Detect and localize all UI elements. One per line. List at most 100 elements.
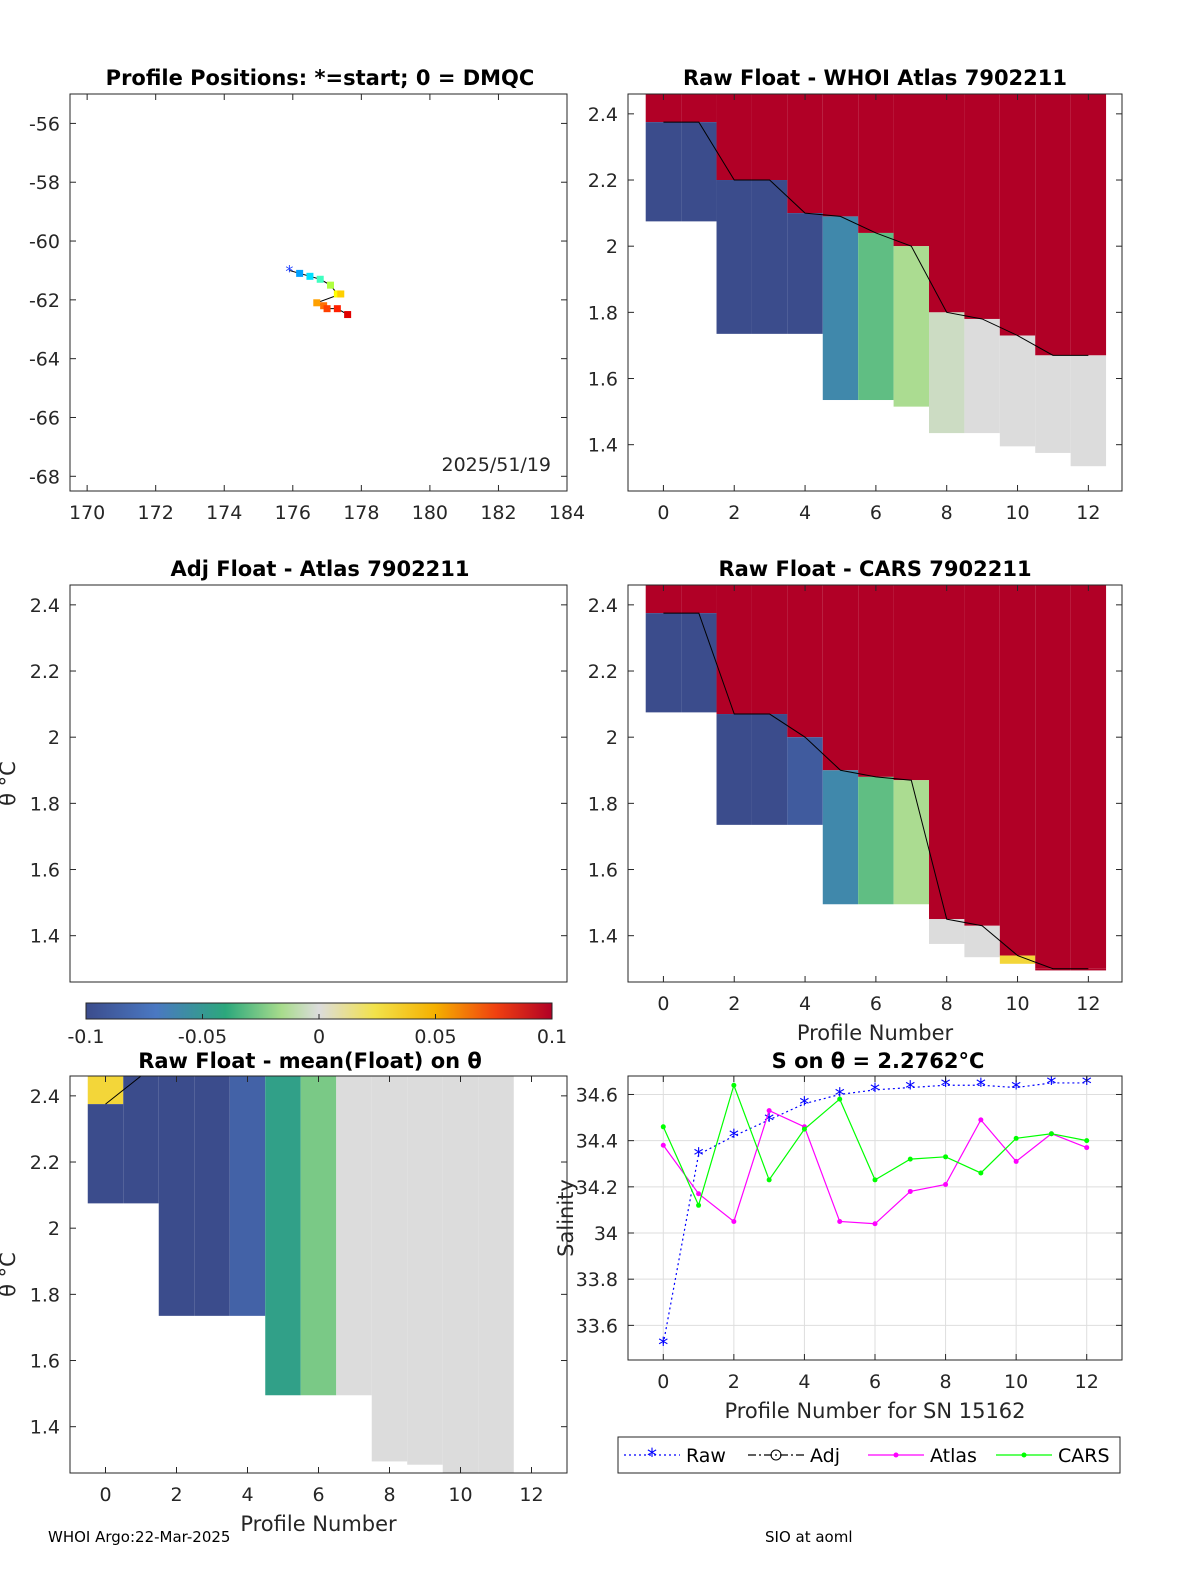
heatmap-cell bbox=[1035, 968, 1071, 971]
y-tick-label: 2.4 bbox=[30, 595, 60, 617]
heatmap-cell bbox=[158, 1076, 195, 1316]
heatmap-cell bbox=[407, 1076, 443, 1465]
x-tick-label: 12 bbox=[519, 1484, 543, 1506]
heatmap-cell bbox=[336, 1076, 372, 1396]
y-tick-label: 34 bbox=[594, 1223, 618, 1245]
x-tick-label: 0 bbox=[657, 1371, 669, 1393]
heatmap-cell bbox=[751, 714, 788, 825]
colorbar-tick-label: 0.05 bbox=[414, 1026, 456, 1048]
y-tick-label: -62 bbox=[29, 290, 60, 312]
colorbar-tick-label: -0.1 bbox=[67, 1026, 104, 1048]
heatmap-cell bbox=[229, 1076, 266, 1316]
y-tick-label: 1.6 bbox=[588, 369, 618, 391]
heatmap-cell bbox=[929, 94, 965, 313]
y-tick-label: 2.2 bbox=[588, 661, 618, 683]
x-tick-label: 6 bbox=[869, 1371, 881, 1393]
data-point-cars bbox=[872, 1177, 878, 1183]
x-tick-label: 2 bbox=[728, 1371, 740, 1393]
data-point-raw: * bbox=[764, 1109, 774, 1133]
chart-title-positions: Profile Positions: *=start; 0 = DMQC bbox=[106, 66, 535, 90]
heatmap-cell bbox=[893, 246, 930, 407]
x-tick-label: 2 bbox=[170, 1484, 182, 1506]
heatmap-cell bbox=[787, 737, 823, 825]
colorbar-ticks: -0.1 -0.05 0 0.05 0.1 bbox=[67, 1014, 567, 1048]
chart-title-whoi-atlas: Raw Float - WHOI Atlas 7902211 bbox=[683, 66, 1067, 90]
legend-label-atlas: Atlas bbox=[930, 1445, 977, 1467]
data-point-raw: * bbox=[729, 1125, 739, 1149]
y-tick-label: 34.2 bbox=[576, 1177, 618, 1199]
y-tick-label: -56 bbox=[29, 113, 60, 135]
colorbar-tick-label: 0 bbox=[313, 1026, 325, 1048]
legend-label-cars: CARS bbox=[1058, 1445, 1110, 1467]
position-point bbox=[326, 281, 334, 289]
data-point-raw: * bbox=[1011, 1077, 1021, 1101]
x-tick-label: 0 bbox=[99, 1484, 111, 1506]
chart-title-adj-atlas: Adj Float - Atlas 7902211 bbox=[170, 557, 469, 581]
heatmap-cell bbox=[999, 94, 1036, 336]
data-point-atlas bbox=[696, 1191, 702, 1197]
heatmap-cell bbox=[371, 1076, 408, 1462]
heatmap-cell bbox=[929, 312, 965, 434]
y-tick-label: 2 bbox=[606, 236, 618, 258]
y-axis-label: θ °C bbox=[0, 1252, 20, 1297]
heatmap-cell bbox=[999, 585, 1036, 956]
heatmap-cell bbox=[964, 318, 1000, 434]
data-point-cars bbox=[1048, 1131, 1054, 1137]
mean-float-panel: 0 2 4 6 8 10 12 1.4 1.6 1.8 2 2.2 2.4 Profile Number θ… bbox=[0, 1075, 568, 1536]
x-tick-label: 12 bbox=[1076, 993, 1100, 1015]
y-tick-label: -58 bbox=[29, 172, 60, 194]
legend-marker-adj bbox=[770, 1449, 782, 1461]
y-tick-label: 2 bbox=[606, 727, 618, 749]
x-tick-label: 8 bbox=[940, 1371, 952, 1393]
data-point-raw: * bbox=[835, 1083, 845, 1107]
heatmap-cell bbox=[1070, 585, 1107, 969]
y-tick-label: 1.6 bbox=[588, 860, 618, 882]
legend-label-raw: Raw bbox=[686, 1445, 726, 1467]
data-point-raw: * bbox=[799, 1093, 809, 1117]
data-point-atlas bbox=[766, 1108, 772, 1114]
x-tick-label: 4 bbox=[241, 1484, 253, 1506]
heatmap-cell bbox=[1035, 94, 1071, 356]
chart-title-mean-float: Raw Float - mean(Float) on θ bbox=[138, 1049, 482, 1073]
data-point-cars bbox=[837, 1096, 843, 1102]
x-tick-label: 180 bbox=[412, 502, 448, 524]
position-point bbox=[337, 290, 345, 298]
x-tick-label: 182 bbox=[480, 502, 516, 524]
heatmap-cell bbox=[858, 232, 894, 401]
x-tick-label: 0 bbox=[657, 993, 669, 1015]
date-annotation: 2025/51/19 bbox=[441, 454, 551, 476]
data-point-atlas bbox=[837, 1218, 843, 1224]
position-point bbox=[306, 272, 314, 280]
x-tick-label: 8 bbox=[941, 502, 953, 524]
y-tick-label: 34.4 bbox=[576, 1131, 618, 1153]
y-tick-label: 2 bbox=[48, 1218, 60, 1240]
y-tick-label: 1.4 bbox=[30, 1417, 60, 1439]
x-tick-label: 10 bbox=[448, 1484, 472, 1506]
y-axis-label: θ °C bbox=[0, 761, 20, 806]
y-tick-label: -66 bbox=[29, 407, 60, 429]
salinity-panel: * * * * * * * * * * * * * 0 2 4 6 8 10 12 33.6 33.8 34 34.2 34.4… bbox=[554, 1072, 1123, 1474]
data-point-raw: * bbox=[976, 1074, 986, 1098]
data-point-atlas bbox=[1013, 1158, 1019, 1164]
y-tick-label: -60 bbox=[29, 231, 60, 253]
y-tick-label: 33.6 bbox=[576, 1315, 618, 1337]
y-tick-label: 2.4 bbox=[588, 104, 618, 126]
y-tick-label: 2.2 bbox=[30, 661, 60, 683]
heatmap-cell bbox=[858, 776, 894, 905]
heatmap-cell bbox=[87, 1104, 124, 1204]
data-point-cars bbox=[731, 1082, 737, 1088]
y-tick-label: 1.6 bbox=[30, 860, 60, 882]
heatmap-cell bbox=[1070, 968, 1107, 971]
heatmap-cell bbox=[716, 180, 752, 334]
heatmap-cell bbox=[194, 1076, 230, 1316]
x-tick-label: 6 bbox=[312, 1484, 324, 1506]
legend-marker-cars bbox=[1021, 1452, 1027, 1458]
y-tick-label: 2 bbox=[48, 727, 60, 749]
data-point-cars bbox=[907, 1156, 913, 1162]
position-point bbox=[323, 305, 331, 313]
data-point-atlas bbox=[1084, 1145, 1090, 1151]
heatmap-cell bbox=[787, 585, 823, 738]
start-marker: * bbox=[285, 261, 293, 280]
data-point-atlas bbox=[907, 1188, 913, 1194]
y-tick-label: 2.4 bbox=[588, 595, 618, 617]
